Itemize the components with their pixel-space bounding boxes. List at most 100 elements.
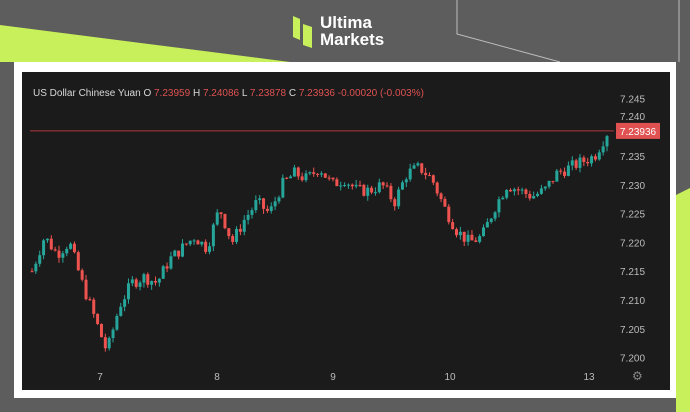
- candle-body: [331, 177, 335, 180]
- candle-body: [107, 338, 111, 349]
- candle-body: [281, 177, 285, 198]
- candle-body: [536, 193, 540, 197]
- x-tick-label: 10: [444, 372, 456, 383]
- candle-body: [204, 241, 208, 252]
- candle-body: [181, 243, 185, 257]
- y-tick-label: 7.240: [620, 112, 645, 123]
- candle-body: [381, 182, 385, 186]
- candle-body: [161, 266, 165, 279]
- candle-body: [323, 173, 327, 178]
- y-tick-label: 7.235: [620, 152, 645, 163]
- candle-body: [524, 189, 528, 194]
- candle-body: [296, 167, 300, 177]
- candle-body: [258, 198, 262, 201]
- y-tick-label: 7.220: [620, 238, 645, 249]
- candle-body: [482, 227, 486, 237]
- candle-body: [49, 238, 53, 250]
- candle-body: [509, 189, 513, 192]
- candle-body: [34, 263, 38, 272]
- candle-body: [45, 238, 49, 241]
- candle-body: [150, 280, 154, 285]
- price-chart: 7.245 7.240 7.235 7.230 7.225 7.220 7.215 7.210…: [30, 94, 660, 383]
- candle-body: [335, 179, 339, 187]
- candle-body: [304, 173, 308, 181]
- candle-body: [200, 241, 204, 245]
- candle-body: [115, 315, 119, 330]
- brand-logo: Ultima Markets: [292, 14, 384, 48]
- candle-body: [231, 236, 235, 242]
- candle-body: [466, 234, 470, 242]
- candle-body: [146, 274, 150, 285]
- candle-body: [590, 156, 594, 164]
- candle-body: [370, 187, 374, 193]
- candle-body: [30, 271, 34, 273]
- candle-body: [512, 189, 516, 192]
- candle-body: [238, 228, 242, 232]
- candle-body: [250, 210, 254, 215]
- candle-body: [427, 175, 431, 177]
- high-label: H: [192, 88, 201, 99]
- open-value: 7.23959: [154, 88, 191, 99]
- candle-body: [211, 224, 215, 247]
- candle-body: [119, 306, 123, 316]
- y-tick-label: 7.200: [620, 354, 645, 365]
- candle-body: [319, 173, 323, 175]
- candle-body: [142, 274, 146, 283]
- ohlc-legend: US Dollar Chinese Yuan O 7.23959 H 7.240…: [33, 88, 424, 99]
- candle-body: [416, 163, 420, 166]
- candle-body: [273, 201, 277, 207]
- candle-body: [130, 279, 134, 284]
- candle-body: [343, 185, 347, 187]
- candle-body: [165, 266, 169, 269]
- candle-body: [397, 189, 401, 207]
- candle-body: [169, 256, 173, 269]
- candle-body: [126, 283, 130, 300]
- y-tick-label: 7.215: [620, 267, 645, 278]
- candle-body: [451, 222, 455, 230]
- candle-body: [574, 160, 578, 168]
- candle-body: [134, 279, 138, 287]
- candle-body: [454, 229, 458, 236]
- chart-panel: [22, 72, 670, 390]
- brand-line2: Markets: [320, 30, 385, 49]
- candle-body: [358, 184, 362, 186]
- close-label: C: [288, 88, 297, 99]
- candle-body: [223, 214, 227, 229]
- candle-body: [327, 177, 331, 179]
- candle-body: [435, 182, 439, 194]
- candle-body: [69, 243, 73, 249]
- candle-body: [157, 278, 161, 283]
- y-tick-label: 7.245: [620, 94, 645, 105]
- candle-body: [289, 176, 293, 179]
- candle-body: [277, 197, 281, 202]
- candle-body: [478, 236, 482, 242]
- last-price-badge: [616, 122, 660, 139]
- candle-body: [312, 172, 316, 174]
- candle-body: [362, 184, 366, 196]
- candle-body: [443, 199, 447, 207]
- candle-body: [485, 221, 489, 228]
- candle-body: [408, 168, 412, 180]
- candle-body: [80, 270, 84, 280]
- candle-body: [208, 246, 212, 252]
- change-value: -0.00020 (-0.003%): [337, 88, 424, 99]
- candle-body: [153, 280, 157, 283]
- candle-body: [219, 212, 223, 215]
- candle-body: [265, 208, 269, 211]
- candle-body: [196, 240, 200, 245]
- candle-body: [578, 157, 582, 168]
- candle-body: [300, 176, 304, 181]
- candle-body: [354, 184, 358, 187]
- candle-body: [269, 206, 273, 211]
- candle-body: [123, 299, 127, 307]
- candle-body: [563, 171, 567, 176]
- candle-body: [192, 240, 196, 242]
- candle-body: [532, 196, 536, 199]
- candle-body: [138, 282, 142, 287]
- candle-body: [431, 175, 435, 183]
- candle-body: [424, 172, 428, 176]
- settings-gear-icon[interactable]: ⚙: [632, 369, 643, 383]
- close-value: 7.23936: [298, 88, 335, 99]
- candle-body: [308, 172, 312, 174]
- candle-body: [339, 185, 343, 187]
